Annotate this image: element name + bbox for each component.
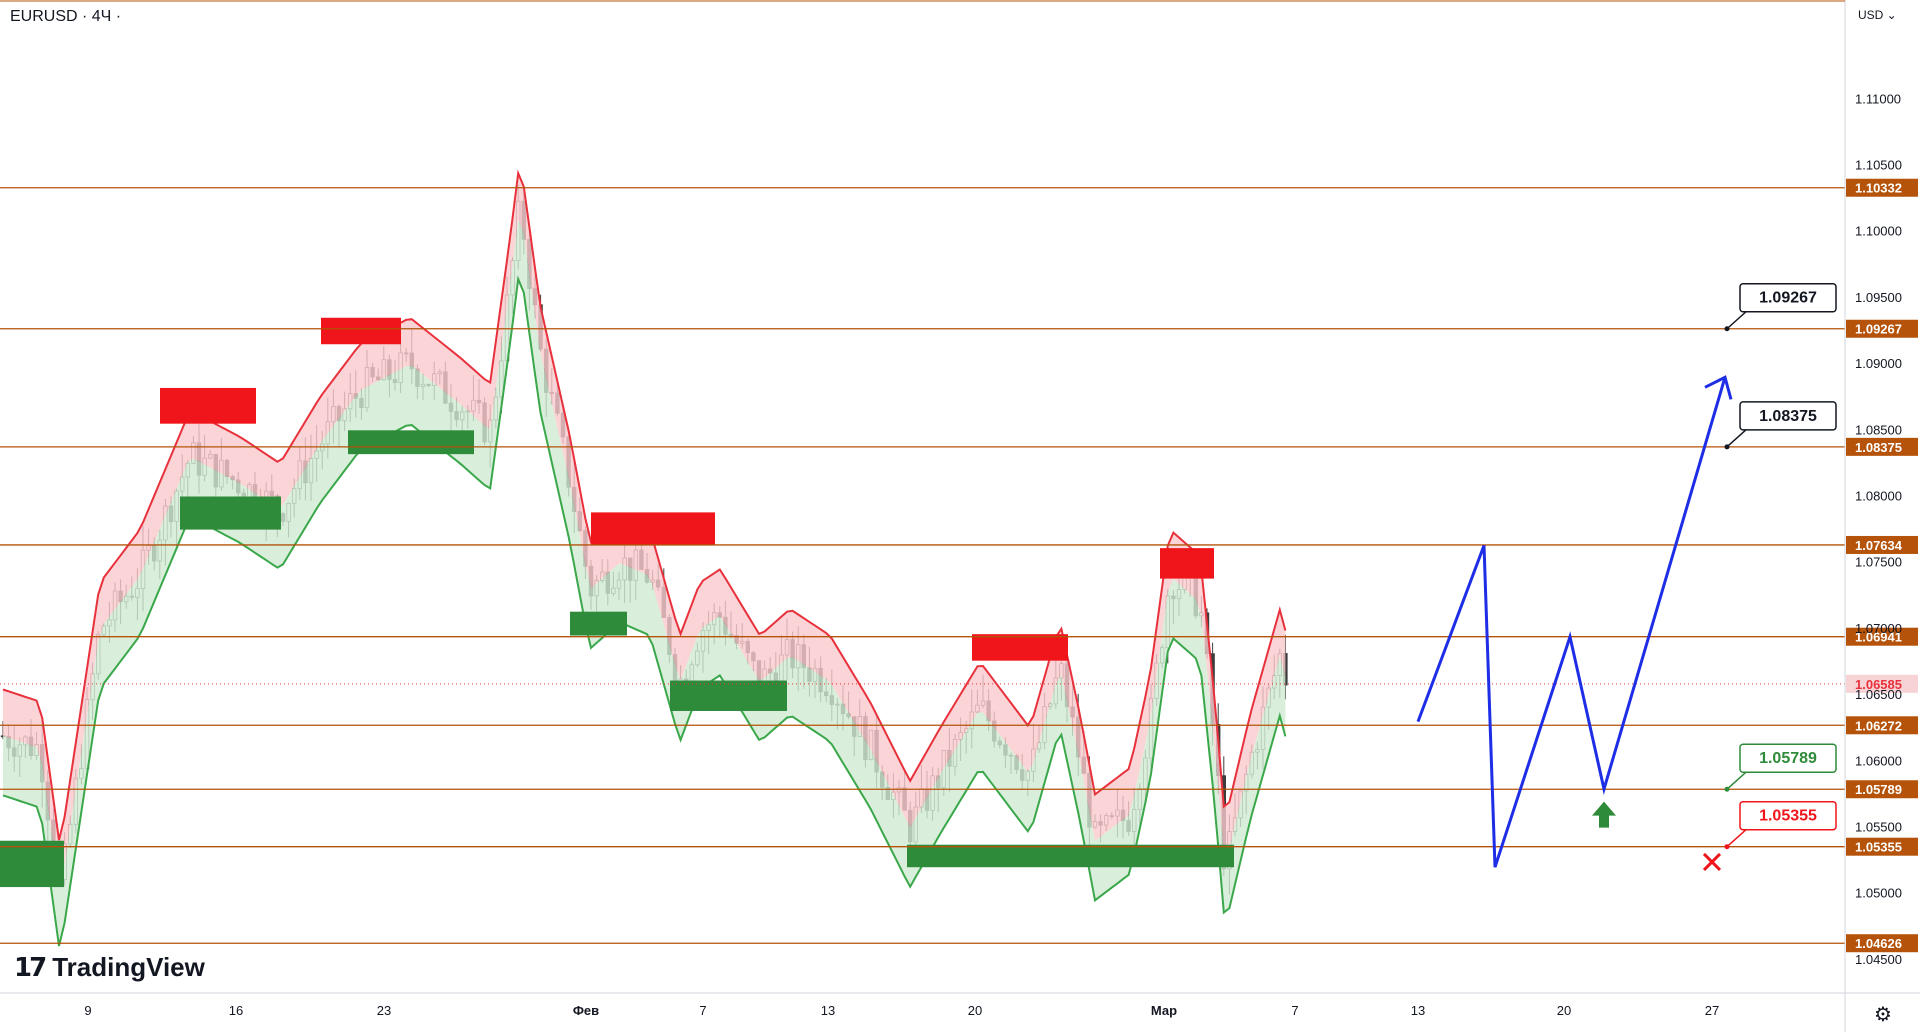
demand-zone [670, 680, 787, 711]
y-tick-label: 1.06500 [1855, 687, 1902, 702]
y-tick-label: 1.08000 [1855, 489, 1902, 504]
stop-cross-icon [1702, 852, 1722, 871]
x-tick-label: 23 [377, 1003, 391, 1018]
currency-selector[interactable]: USD ⌄ [1858, 8, 1897, 22]
y-tick-label: 1.06000 [1855, 753, 1902, 768]
x-tick-label: 13 [1411, 1003, 1425, 1018]
level-label: 1.05355 [1855, 840, 1902, 855]
demand-zone [180, 496, 281, 530]
x-tick-label: Мар [1151, 1003, 1177, 1018]
callout-leader [1726, 311, 1747, 330]
x-tick-label: 13 [821, 1003, 835, 1018]
demand-zone [907, 844, 1234, 868]
level-label-bg [1846, 535, 1918, 554]
supply-zone [972, 634, 1068, 661]
level-label: 1.10332 [1855, 181, 1902, 196]
x-tick-label: 20 [968, 1003, 982, 1018]
y-tick-label: 1.08500 [1855, 422, 1902, 437]
level-label-bg [1846, 319, 1918, 338]
callout-anchor [1724, 326, 1730, 332]
supply-zone [591, 512, 715, 546]
forecast-arrowhead [1704, 375, 1733, 400]
supply-zone [321, 317, 401, 345]
level-label: 1.07634 [1855, 538, 1903, 553]
supply-zone [160, 387, 256, 424]
x-tick-label: Фев [573, 1003, 599, 1018]
tradingview-logo-text: TradingView [52, 952, 205, 982]
y-tick-label: 1.04500 [1855, 952, 1902, 967]
callout-anchor [1724, 844, 1730, 850]
callout-label: 1.05789 [1759, 750, 1817, 767]
level-label-bg [1846, 780, 1918, 799]
demand-zone [348, 430, 474, 455]
x-tick-label: 7 [699, 1003, 706, 1018]
symbol-title[interactable]: EURUSD · 4Ч · [10, 8, 122, 25]
level-label-bg [1846, 837, 1918, 856]
level-label-bg [1846, 437, 1918, 456]
x-tick-label: 16 [229, 1003, 243, 1018]
current-price-bg [1846, 674, 1918, 693]
y-tick-label: 1.05000 [1855, 886, 1902, 901]
tradingview-logo: 17 TradingView [14, 952, 205, 983]
callout-anchor [1724, 444, 1730, 450]
x-tick-label: 27 [1705, 1003, 1719, 1018]
callout-box [1739, 282, 1837, 313]
level-label-bg [1846, 178, 1918, 197]
current-price-label: 1.06585 [1855, 677, 1902, 692]
y-tick-label: 1.07500 [1855, 555, 1902, 570]
x-tick-label: 9 [84, 1003, 91, 1018]
callout-label: 1.08375 [1759, 408, 1817, 425]
callout-leader [1726, 829, 1747, 848]
level-label-bg [1846, 627, 1918, 646]
level-label: 1.08375 [1855, 440, 1902, 455]
callout-leader [1726, 771, 1747, 790]
currency-label: USD [1858, 8, 1884, 22]
supply-zone [1160, 548, 1214, 579]
gear-icon[interactable]: ⚙ [1874, 1004, 1892, 1026]
x-tick-label: 20 [1557, 1003, 1571, 1018]
level-label: 1.04626 [1855, 936, 1902, 951]
support-band-fill [3, 219, 1286, 946]
level-label-bg [1846, 934, 1918, 953]
level-label: 1.06941 [1855, 630, 1902, 645]
x-tick-label: 7 [1291, 1003, 1298, 1018]
demand-zone [570, 611, 627, 636]
callout-label: 1.09267 [1759, 290, 1817, 307]
callout-label: 1.05355 [1759, 808, 1817, 825]
y-tick-label: 1.07000 [1855, 621, 1902, 636]
level-label: 1.05789 [1855, 782, 1902, 797]
level-label: 1.06272 [1855, 718, 1902, 733]
forecast-path [1416, 376, 1727, 868]
y-tick-label: 1.10000 [1855, 224, 1902, 239]
buy-arrow-icon [1592, 801, 1616, 828]
level-label-bg [1846, 716, 1918, 735]
y-tick-label: 1.05500 [1855, 820, 1902, 835]
y-tick-label: 1.10500 [1855, 158, 1902, 173]
tradingview-logo-icon: 17 [14, 952, 47, 983]
callout-anchor [1724, 786, 1730, 792]
callout-box [1739, 743, 1837, 773]
y-tick-label: 1.09500 [1855, 290, 1902, 305]
y-tick-label: 1.11000 [1855, 91, 1901, 106]
demand-zone [0, 840, 64, 888]
y-tick-label: 1.09000 [1855, 356, 1902, 371]
level-label: 1.09267 [1855, 322, 1902, 337]
support-trail-line [2, 275, 1287, 947]
callout-box [1739, 401, 1837, 431]
callout-leader [1726, 429, 1747, 448]
callout-box [1739, 800, 1837, 831]
